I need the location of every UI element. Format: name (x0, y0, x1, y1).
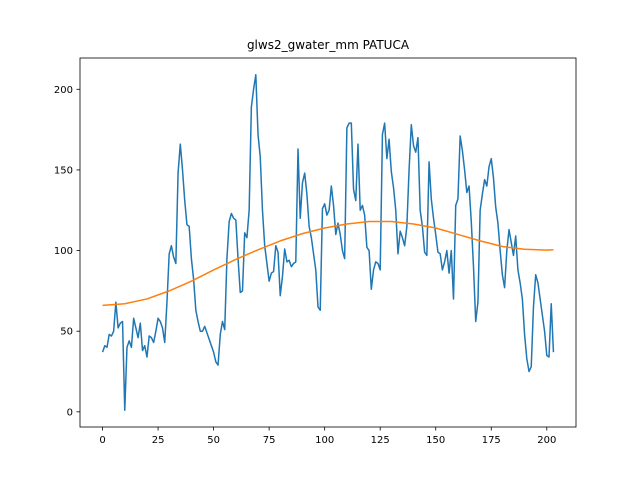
y-tick-label: 50 (60, 327, 73, 338)
x-tick-label: 125 (371, 435, 390, 446)
x-tick-label: 50 (207, 435, 220, 446)
y-tick-label: 150 (54, 165, 73, 176)
y-tick-label: 100 (54, 246, 73, 257)
x-tick-label: 100 (315, 435, 334, 446)
x-tick-label: 75 (263, 435, 276, 446)
y-tick-label: 0 (67, 407, 73, 418)
line-series (102, 220, 554, 307)
x-tick-label: 0 (99, 435, 105, 446)
line-series (101, 74, 555, 411)
chart-title: glws2_gwater_mm PATUCA (247, 38, 410, 52)
x-tick-label: 200 (537, 435, 556, 446)
y-tick-label: 200 (54, 85, 73, 96)
x-tick-label: 175 (482, 435, 501, 446)
x-tick-label: 150 (426, 435, 445, 446)
x-tick-label: 25 (152, 435, 165, 446)
plot-frame (79, 57, 577, 428)
